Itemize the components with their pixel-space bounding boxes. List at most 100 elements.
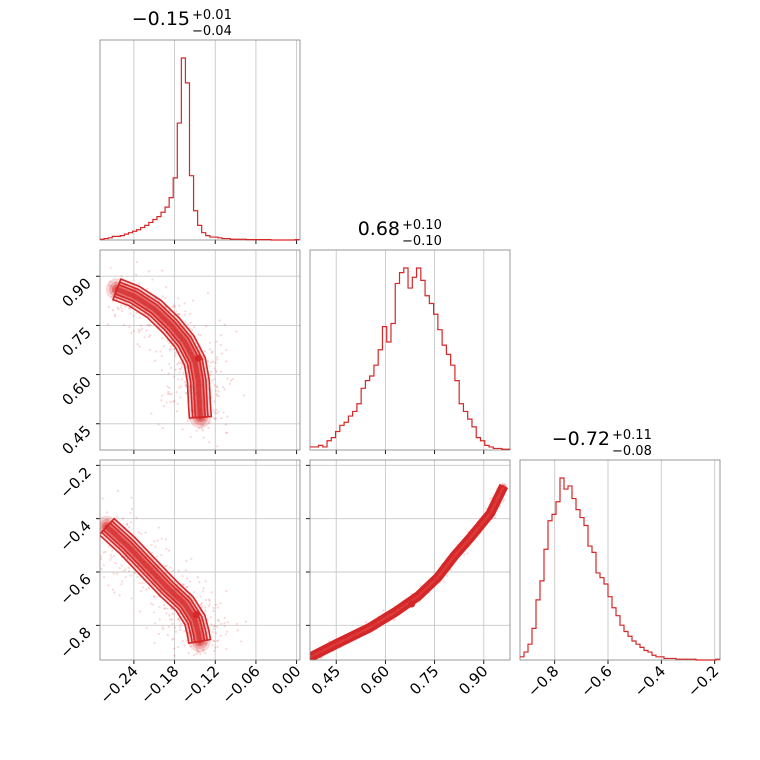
scatter-point <box>113 313 117 316</box>
hist-bar <box>480 441 484 450</box>
scatter-point <box>93 515 95 517</box>
y-tick-label: −0.8 <box>56 623 94 661</box>
scatter-point <box>216 606 220 609</box>
scatter-point <box>183 313 187 316</box>
hist-bar <box>327 441 331 450</box>
scatter-point <box>113 554 116 558</box>
scatter-point <box>110 556 113 559</box>
x-tick-label: −0.18 <box>137 662 182 707</box>
scatter-point <box>208 603 212 606</box>
scatter-point <box>199 653 202 656</box>
scatter-point <box>174 626 177 629</box>
scatter-point <box>126 282 129 285</box>
contour-group <box>105 261 245 448</box>
hist-bar <box>580 518 584 660</box>
contour-line <box>310 483 509 660</box>
scatter-point <box>210 591 213 594</box>
hist-bar <box>169 198 173 240</box>
scatter-point <box>153 359 157 362</box>
hist-panel-2 <box>519 459 721 661</box>
hist-panel-0 <box>99 39 301 241</box>
scatter-point <box>141 327 144 330</box>
contour-line <box>111 278 213 419</box>
scatter-point <box>217 394 220 398</box>
hist-bar <box>572 499 576 660</box>
scatter-point <box>170 393 173 396</box>
scatter-point <box>160 554 163 557</box>
scatter-point <box>212 409 215 412</box>
contour-group <box>77 489 248 676</box>
contour-peak <box>192 611 200 619</box>
hist-bar <box>173 178 177 240</box>
scatter-point <box>217 390 220 393</box>
hist-bar <box>459 404 463 450</box>
scatter-point <box>210 623 213 626</box>
y-tick-label: −0.4 <box>56 517 94 555</box>
scatter-point <box>213 384 216 387</box>
scatter-point <box>147 586 150 589</box>
scatter-point <box>212 627 215 631</box>
hist-bar <box>576 510 580 660</box>
scatter-point <box>171 305 174 308</box>
scatter-point <box>200 427 203 431</box>
scatter-point <box>86 550 88 552</box>
scatter-point <box>167 625 170 628</box>
scatter-point <box>129 521 133 524</box>
contour-line <box>102 521 206 644</box>
scatter-point <box>178 625 182 628</box>
scatter-point <box>229 379 233 382</box>
scatter-point <box>210 370 213 373</box>
scatter-point <box>162 603 166 606</box>
scatter-point <box>161 626 164 629</box>
scatter-point <box>174 305 177 308</box>
scatter-point <box>136 575 139 578</box>
scatter-point <box>185 559 188 562</box>
scatter-point <box>225 431 228 434</box>
scatter-point <box>129 312 132 315</box>
scatter-point <box>118 566 121 570</box>
scatter-point <box>178 620 182 623</box>
scatter-point <box>129 511 132 515</box>
scatter-point <box>182 371 185 374</box>
contour-peak <box>408 600 416 608</box>
scatter-point <box>161 295 164 298</box>
scatter-point <box>189 435 192 439</box>
hist-bar <box>161 212 165 240</box>
panel-2d-0-1 <box>99 249 301 451</box>
scatter-point <box>110 285 113 288</box>
scatter-point <box>202 587 205 590</box>
scatter-point <box>130 496 133 499</box>
scatter-point <box>214 361 218 364</box>
scatter-point <box>168 348 171 352</box>
scatter-point <box>466 552 469 555</box>
scatter-point <box>158 618 161 621</box>
scatter-point <box>137 531 140 534</box>
scatter-point <box>226 377 229 380</box>
x-tick-label: 0.60 <box>357 662 393 698</box>
scatter-point <box>113 315 117 318</box>
scatter-point <box>169 566 172 569</box>
scatter-point <box>196 649 199 653</box>
scatter-point <box>196 576 199 579</box>
scatter-point <box>203 350 207 353</box>
hist-bar <box>429 303 433 450</box>
scatter-point <box>122 569 125 572</box>
scatter-point <box>124 568 127 571</box>
scatter-point <box>211 644 214 647</box>
scatter-point <box>190 674 192 676</box>
contour-level-fill <box>310 485 505 659</box>
scatter-point <box>150 543 153 546</box>
scatter-point <box>206 642 209 645</box>
scatter-point <box>216 445 219 448</box>
scatter-point <box>189 312 192 316</box>
hist-bar <box>568 486 572 660</box>
scatter-point <box>192 653 196 657</box>
scatter-point <box>215 639 218 643</box>
hist-bar <box>319 445 323 450</box>
scatter-point <box>137 282 141 285</box>
param-title-plus: +0.11 <box>612 428 652 443</box>
scatter-point <box>242 394 245 397</box>
scatter-point <box>181 575 184 578</box>
scatter-point <box>77 515 79 517</box>
hist-bar <box>185 83 189 240</box>
